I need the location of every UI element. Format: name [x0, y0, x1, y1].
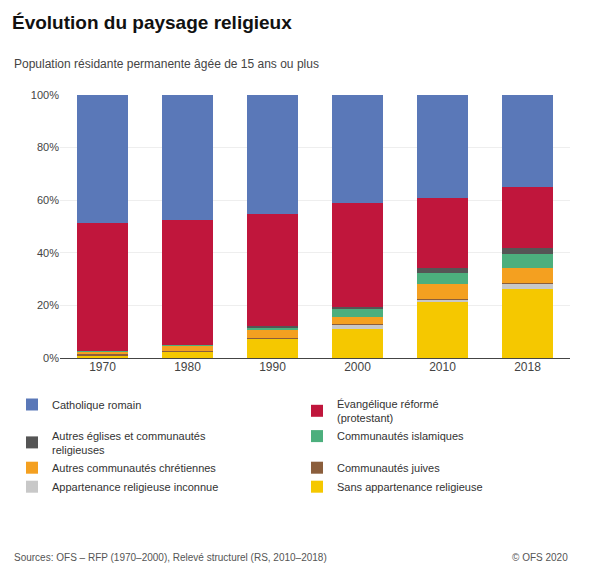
svg-text:20%: 20% [37, 299, 59, 311]
svg-text:40%: 40% [37, 247, 59, 259]
svg-text:0%: 0% [43, 352, 59, 364]
svg-text:© OFS 2020: © OFS 2020 [512, 552, 568, 563]
svg-text:1980: 1980 [174, 360, 201, 374]
svg-text:Évangélique réformé(protestant: Évangélique réformé(protestant) [337, 398, 439, 424]
svg-text:Sources: OFS – RFP (1970–2000): Sources: OFS – RFP (1970–2000), Relevé s… [14, 552, 327, 563]
svg-text:Autres communautés chrétiennes: Autres communautés chrétiennes [52, 462, 216, 474]
svg-text:2018: 2018 [514, 360, 541, 374]
svg-text:Communautés juives: Communautés juives [337, 462, 440, 474]
svg-text:1990: 1990 [259, 360, 286, 374]
svg-text:2010: 2010 [429, 360, 456, 374]
svg-text:Évolution du paysage religieux: Évolution du paysage religieux [12, 12, 292, 33]
svg-text:Communautés islamiques: Communautés islamiques [337, 430, 464, 442]
svg-text:Autres églises et communautésr: Autres églises et communautésreligieuses [52, 430, 206, 456]
svg-text:100%: 100% [31, 89, 59, 101]
svg-text:2000: 2000 [344, 360, 371, 374]
svg-text:1970: 1970 [89, 360, 116, 374]
svg-text:Sans appartenance religieuse: Sans appartenance religieuse [337, 481, 483, 493]
svg-text:80%: 80% [37, 141, 59, 153]
svg-text:Population résidante permanent: Population résidante permanente âgée de … [14, 57, 319, 71]
svg-text:Catholique romain: Catholique romain [52, 399, 141, 411]
svg-text:60%: 60% [37, 194, 59, 206]
svg-text:Appartenance religieuse inconn: Appartenance religieuse inconnue [52, 481, 218, 493]
